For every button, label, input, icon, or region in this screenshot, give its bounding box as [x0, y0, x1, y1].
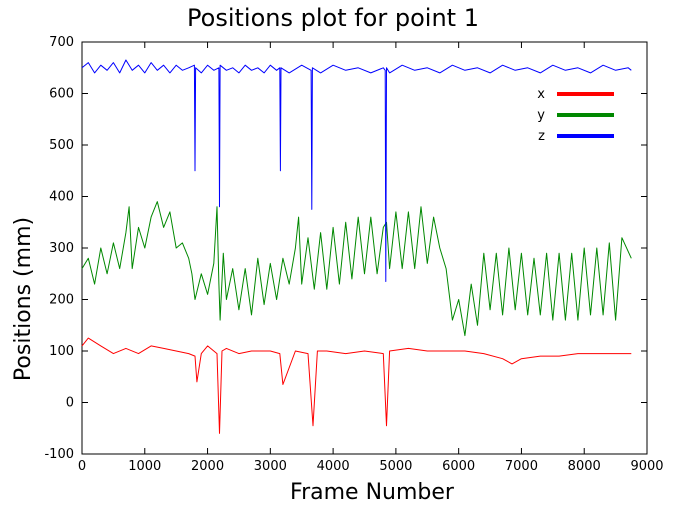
y-tick-label: -100 — [44, 447, 74, 462]
x-tick-label: 4000 — [317, 459, 350, 474]
x-tick-label: 1000 — [128, 459, 161, 474]
x-tick-label: 2000 — [191, 459, 224, 474]
x-tick-label: 3000 — [254, 459, 287, 474]
x-tick-label: 6000 — [442, 459, 475, 474]
y-tick-label: 100 — [49, 344, 74, 359]
x-axis-title: Frame Number — [290, 480, 455, 505]
y-tick-label: 400 — [49, 190, 74, 205]
series-line-y — [81, 201, 632, 337]
x-tick-label: 7000 — [505, 459, 538, 474]
series-line-x — [81, 337, 632, 434]
x-tick-label: 8000 — [568, 459, 601, 474]
y-axis-title: Positions (mm) — [11, 217, 36, 381]
plot-frame — [81, 41, 648, 455]
y-tick-label: 0 — [66, 396, 74, 411]
x-tick-label: 9000 — [630, 459, 663, 474]
y-tick-label: 700 — [49, 35, 74, 50]
y-tick-label: 200 — [49, 293, 74, 308]
x-tick-label: 5000 — [379, 459, 412, 474]
y-tick-label: 600 — [49, 87, 74, 102]
x-tick-label: 0 — [78, 459, 86, 474]
y-tick-label: 300 — [49, 241, 74, 256]
chart-title: Positions plot for point 1 — [187, 4, 479, 32]
series-layer — [81, 59, 632, 434]
legend-label-y: y — [537, 108, 545, 123]
legend-label-x: x — [537, 87, 545, 102]
y-tick-label: 500 — [49, 138, 74, 153]
legend-label-z: z — [538, 129, 545, 144]
plot-area: 0 1000 2000 3000 4000 5000 6000 7000 8000 9000-10… — [44, 35, 663, 474]
legend: xyz — [537, 87, 614, 144]
series-line-z — [81, 59, 632, 282]
